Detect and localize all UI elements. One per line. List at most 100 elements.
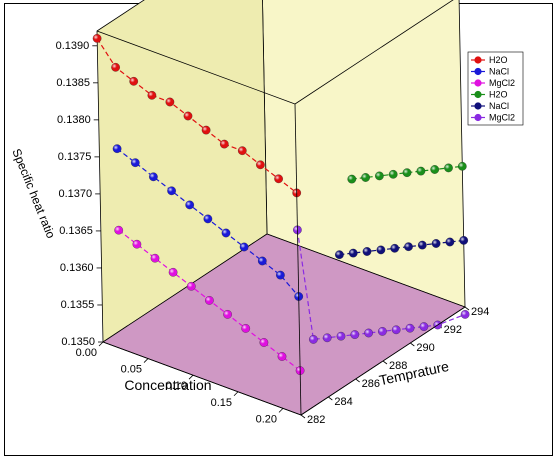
data-point-highlight bbox=[165, 97, 175, 107]
series-temperature-h2o bbox=[347, 161, 467, 184]
data-point-highlight bbox=[259, 338, 269, 347]
y-tick-label: 288 bbox=[389, 360, 407, 372]
x-tick-label: 0.15 bbox=[211, 397, 232, 409]
data-point-highlight bbox=[323, 333, 332, 342]
data-point-highlight bbox=[276, 270, 285, 280]
box-edge bbox=[294, 103, 302, 416]
box-edge bbox=[102, 341, 302, 416]
data-point-highlight bbox=[149, 172, 158, 181]
data-point-highlight bbox=[405, 324, 415, 333]
y-tick-mark bbox=[300, 414, 306, 419]
data-point-highlight bbox=[111, 63, 120, 72]
z-tick-label: 0.1390 bbox=[56, 40, 90, 52]
z-tick-label: 0.1360 bbox=[60, 262, 94, 274]
data-point-highlight bbox=[444, 163, 453, 173]
data-point-highlight bbox=[129, 77, 138, 86]
data-point-highlight bbox=[459, 236, 468, 245]
box-edge bbox=[294, 0, 454, 105]
data-point-highlight bbox=[238, 146, 247, 155]
data-point-highlight bbox=[274, 174, 283, 183]
y-tick-label: 282 bbox=[307, 414, 325, 426]
data-point-highlight bbox=[92, 34, 102, 43]
x-tick-mark bbox=[278, 408, 284, 413]
data-point-highlight bbox=[431, 239, 441, 248]
legend-label: H2O bbox=[489, 55, 508, 65]
data-point-highlight bbox=[404, 242, 413, 251]
x-tick-label: 0.10 bbox=[166, 380, 187, 392]
z-tick-label: 0.1370 bbox=[58, 188, 92, 200]
data-point-highlight bbox=[277, 352, 287, 361]
y-tick-label: 292 bbox=[444, 324, 462, 336]
z-tick-label: 0.1385 bbox=[56, 77, 90, 89]
data-point-highlight bbox=[336, 332, 346, 341]
legend-marker bbox=[474, 90, 482, 99]
data-point-highlight bbox=[335, 250, 344, 259]
data-point-highlight bbox=[375, 171, 384, 181]
data-point-highlight bbox=[416, 166, 426, 176]
series-concentration-nacl bbox=[112, 144, 304, 301]
data-point-highlight bbox=[364, 328, 373, 338]
z-tick-label: 0.1355 bbox=[61, 299, 95, 311]
z-axis-label: Specific heat ratio bbox=[9, 147, 58, 241]
data-point-highlight bbox=[131, 158, 140, 167]
data-point-highlight bbox=[362, 247, 372, 256]
data-point-highlight bbox=[183, 111, 193, 121]
data-point-highlight bbox=[378, 327, 387, 336]
data-point-highlight bbox=[402, 168, 412, 177]
data-point-highlight bbox=[256, 160, 265, 169]
y-tick-label: 294 bbox=[471, 306, 489, 318]
legend-box bbox=[467, 51, 524, 126]
y-tick-mark bbox=[464, 306, 470, 311]
data-point-highlight bbox=[167, 186, 176, 195]
legend-marker bbox=[474, 102, 482, 110]
legend-label: MgCl2 bbox=[489, 78, 515, 88]
x-tick-mark bbox=[143, 358, 149, 363]
data-point-highlight bbox=[187, 282, 196, 291]
data-point-highlight bbox=[445, 237, 455, 247]
series-line bbox=[351, 165, 463, 180]
legend-marker bbox=[474, 79, 482, 87]
legend-label: MgCl2 bbox=[489, 113, 515, 123]
data-point-highlight bbox=[203, 214, 213, 224]
data-point-highlight bbox=[185, 200, 194, 210]
z-tick-label: 0.1375 bbox=[58, 151, 92, 163]
data-point-highlight bbox=[112, 144, 122, 153]
data-point-highlight bbox=[220, 139, 229, 149]
series-temperature-mgcl2 bbox=[293, 225, 470, 344]
data-point-highlight bbox=[376, 245, 386, 255]
x-tick-label: 0.20 bbox=[256, 413, 277, 425]
data-point-highlight bbox=[418, 240, 427, 250]
x-tick-mark bbox=[188, 374, 194, 380]
box-edge bbox=[300, 306, 466, 416]
data-point-highlight bbox=[419, 322, 429, 331]
series-concentration-mgcl2 bbox=[114, 225, 305, 375]
data-point-highlight bbox=[458, 162, 467, 171]
legend-label: NaCl bbox=[489, 101, 509, 111]
data-point-highlight bbox=[350, 330, 359, 339]
data-point-highlight bbox=[347, 174, 356, 184]
data-point-highlight bbox=[221, 228, 231, 238]
legend-marker bbox=[474, 56, 482, 64]
series-temperature-nacl bbox=[335, 236, 469, 260]
y-tick-mark bbox=[382, 360, 388, 365]
data-point-highlight bbox=[114, 226, 123, 235]
data-point-highlight bbox=[430, 165, 439, 174]
y-tick-mark bbox=[355, 378, 360, 383]
legend-marker bbox=[474, 113, 482, 122]
x-tick-label: 0.05 bbox=[121, 364, 142, 376]
y-tick-label: 284 bbox=[334, 396, 352, 408]
y-tick-label: 286 bbox=[362, 378, 380, 390]
series-concentration-h2o bbox=[92, 34, 302, 198]
data-point-highlight bbox=[150, 254, 160, 263]
data-point-highlight bbox=[390, 244, 399, 253]
data-point-highlight bbox=[168, 268, 178, 277]
y-tick-label: 290 bbox=[416, 342, 434, 354]
data-point-highlight bbox=[241, 324, 250, 333]
data-point-highlight bbox=[147, 91, 157, 100]
data-point-highlight bbox=[392, 325, 401, 334]
data-point-highlight bbox=[258, 256, 267, 266]
data-point-highlight bbox=[309, 335, 318, 344]
data-point-highlight bbox=[349, 248, 358, 258]
x-axis-label: Concentration bbox=[124, 377, 211, 393]
